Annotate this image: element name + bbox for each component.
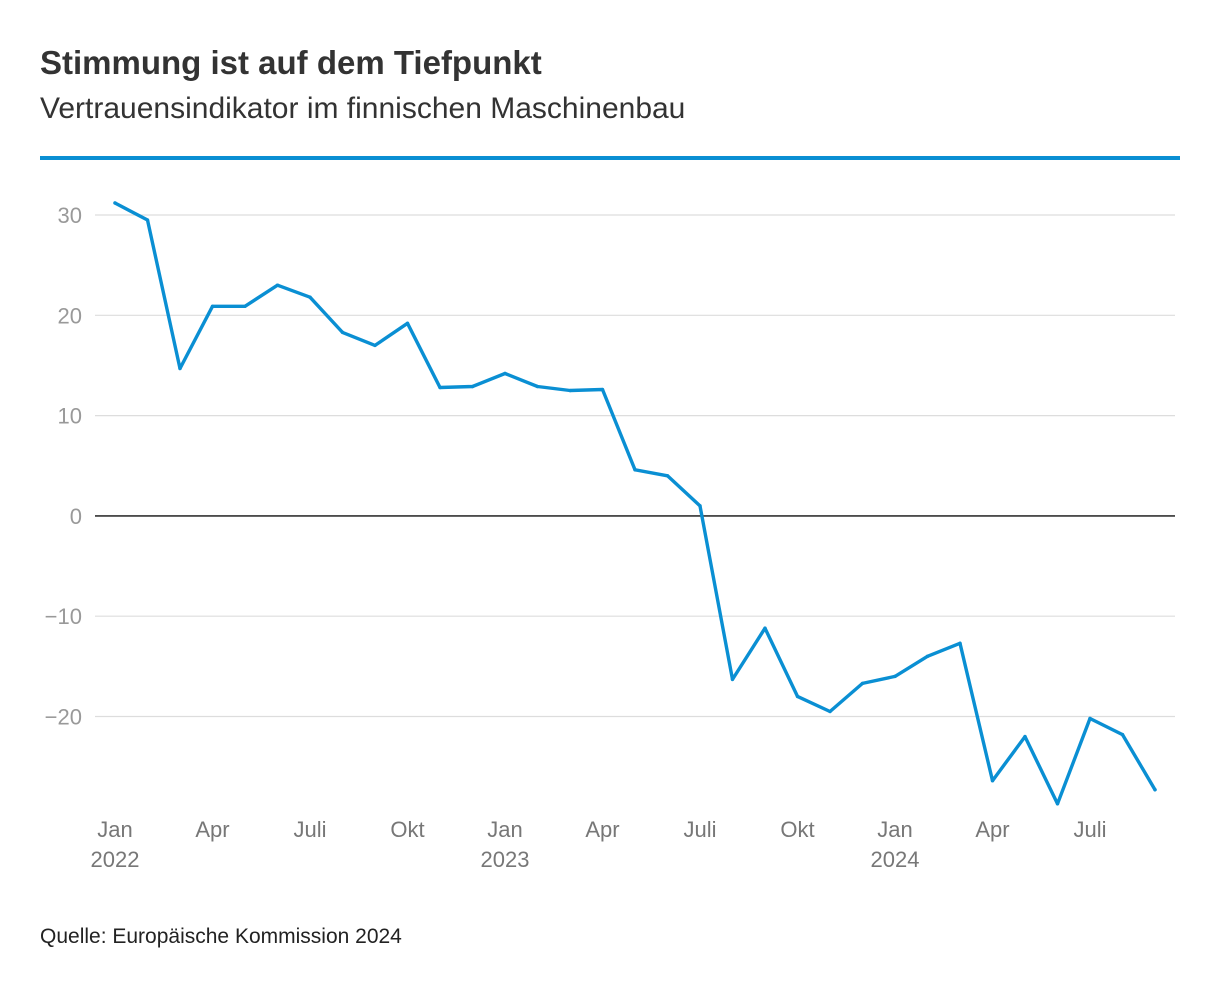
data-point — [958, 641, 962, 645]
data-point — [1023, 734, 1027, 739]
x-tick-label: Okt — [390, 817, 424, 842]
x-tick-year-label: 2022 — [91, 847, 140, 872]
y-tick-label: 0 — [70, 504, 82, 529]
x-tick-label: Jan — [487, 817, 522, 842]
chart-subtitle: Vertrauensindikator im finnischen Maschi… — [40, 92, 686, 125]
data-point — [210, 304, 215, 308]
data-point — [308, 295, 312, 299]
data-point — [990, 778, 995, 783]
data-point — [633, 468, 637, 472]
y-tick-label: 10 — [58, 404, 82, 429]
data-point — [925, 654, 930, 659]
data-point — [503, 371, 507, 376]
chart-title: Stimmung ist auf dem Tiefpunkt — [40, 44, 542, 81]
data-point — [470, 384, 475, 389]
x-tick-year-label: 2023 — [481, 847, 530, 872]
data-point — [145, 218, 150, 222]
data-point — [568, 388, 572, 393]
x-tick-label: Jan — [877, 817, 912, 842]
x-tick-label: Apr — [195, 817, 229, 842]
data-point — [698, 504, 702, 508]
data-point — [113, 201, 117, 205]
data-point — [665, 474, 670, 478]
x-tick-label: Juli — [293, 817, 326, 842]
data-point — [1088, 716, 1092, 721]
x-tick-label: Jan — [97, 817, 132, 842]
data-point — [860, 681, 865, 686]
data-point — [795, 694, 800, 699]
x-tick-label: Juli — [1073, 817, 1106, 842]
series-layer — [113, 201, 1157, 806]
data-point — [893, 674, 897, 679]
data-point — [438, 385, 442, 390]
data-point — [600, 387, 605, 392]
data-point — [405, 321, 410, 326]
data-point — [828, 709, 832, 714]
x-tick-label: Okt — [780, 817, 814, 842]
y-tick-label: −10 — [45, 604, 82, 629]
data-point — [730, 677, 735, 682]
data-point — [1120, 732, 1125, 737]
y-tick-label: 20 — [58, 303, 82, 328]
data-point — [243, 304, 247, 308]
series-line — [113, 201, 1157, 806]
data-point — [275, 283, 280, 287]
data-point — [1055, 802, 1060, 806]
data-point — [178, 366, 182, 371]
data-point — [535, 384, 540, 389]
grid-layer — [95, 214, 1175, 718]
x-tick-year-label: 2024 — [871, 847, 920, 872]
data-point — [340, 330, 345, 335]
x-tick-label: Juli — [683, 817, 716, 842]
x-axis-ticks: Jan 2022 Apr Juli Okt Jan 2023 Apr Juli Okt Jan 202… — [91, 817, 1107, 872]
data-point — [763, 626, 767, 630]
source-note: Quelle: Europäische Kommission 2024 — [40, 925, 402, 948]
x-tick-label: Apr — [585, 817, 619, 842]
y-axis-ticks: 30 20 10 0 −10 −20 — [45, 203, 82, 730]
data-point — [373, 343, 377, 348]
data-point — [1153, 788, 1157, 792]
y-tick-label: 30 — [58, 203, 82, 228]
header-rule — [40, 156, 1180, 160]
x-tick-label: Apr — [975, 817, 1009, 842]
line-chart: 30 20 10 0 −10 −20 Jan 2022 Apr Juli Okt Jan 2023 Ap… — [45, 201, 1175, 872]
y-tick-label: −20 — [45, 705, 82, 730]
